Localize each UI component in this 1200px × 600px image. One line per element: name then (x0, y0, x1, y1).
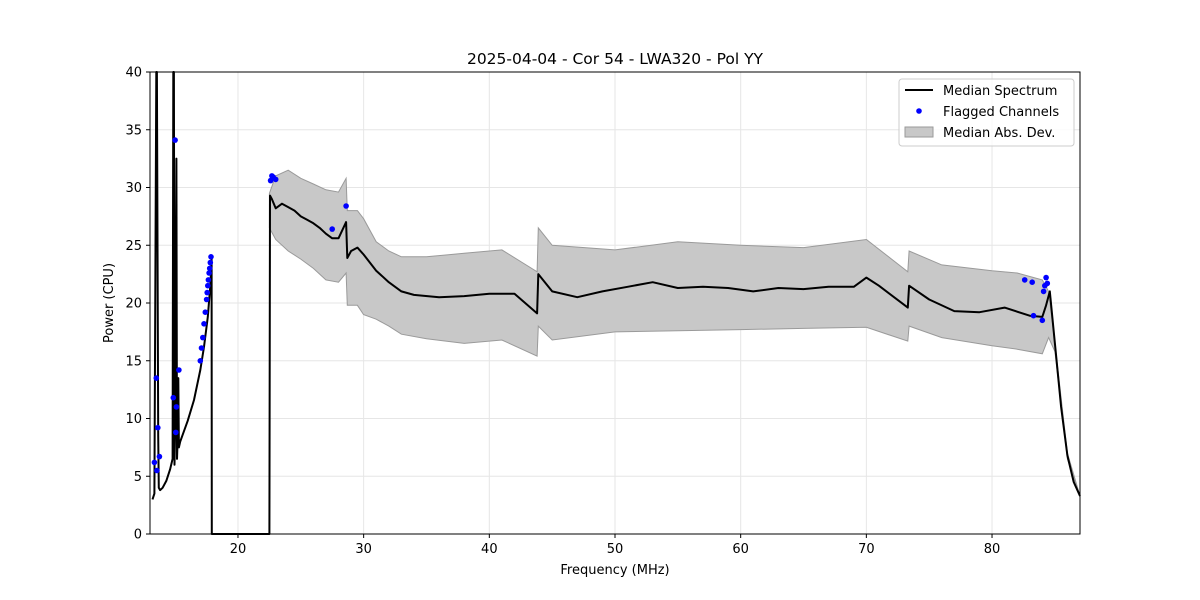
x-tick-label: 30 (355, 542, 372, 557)
flagged-point (1044, 280, 1051, 287)
flagged-point (343, 203, 349, 209)
flagged-point (172, 137, 178, 143)
y-tick-label: 0 (134, 528, 142, 543)
flagged-point (272, 176, 279, 183)
x-tick-label: 60 (732, 542, 749, 557)
median-line (151, 71, 1081, 535)
flagged-point (156, 453, 163, 460)
flagged-point (1030, 312, 1037, 319)
flagged-point (205, 282, 211, 289)
x-tick-label: 70 (858, 542, 875, 557)
legend: Median Spectrum Flagged Channels Median … (898, 78, 1075, 147)
y-tick-label: 30 (125, 181, 142, 196)
chart-title: 2025-04-04 - Cor 54 - LWA320 - Pol YY (467, 50, 764, 68)
legend-label-mad: Median Abs. Dev. (943, 126, 1055, 141)
flagged-point (173, 429, 179, 436)
flagged-point (197, 358, 204, 364)
legend-label-median: Median Spectrum (943, 84, 1057, 99)
flagged-point (205, 277, 212, 283)
flagged-point (1029, 279, 1035, 286)
flagged-point (329, 226, 336, 232)
legend-swatch-mad (904, 126, 934, 138)
flagged-point (198, 345, 205, 351)
flagged-point (203, 296, 210, 303)
flagged-point (204, 289, 210, 296)
flagged-point (151, 459, 158, 466)
flagged-point (1040, 288, 1047, 295)
legend-swatch-flagged (916, 108, 922, 114)
x-tick-label: 80 (984, 542, 1001, 557)
flagged-point (155, 424, 161, 431)
flagged-point (154, 467, 160, 474)
flagged-point (201, 321, 207, 327)
median-spectrum-line (151, 71, 1081, 535)
flagged-point (1039, 317, 1046, 324)
y-tick-label: 25 (125, 239, 142, 254)
flagged-point (207, 259, 214, 266)
axis-ticks: 20 30 40 50 60 70 80 0 5 10 15 20 25 30 35 40 (125, 66, 1000, 558)
x-tick-label: 20 (230, 542, 247, 557)
flagged-point (206, 265, 213, 272)
flagged-point (170, 394, 177, 401)
y-tick-label: 20 (125, 297, 142, 312)
y-tick-label: 35 (125, 123, 142, 138)
flagged-point (200, 334, 206, 341)
legend-box (898, 78, 1075, 147)
flagged-point (206, 270, 212, 276)
y-tick-label: 40 (125, 66, 142, 81)
y-tick-label: 10 (125, 412, 142, 427)
x-tick-label: 50 (607, 542, 624, 557)
flagged-point (208, 253, 214, 260)
y-tick-label: 15 (125, 354, 142, 369)
flagged-point (153, 375, 160, 381)
flagged-point (1043, 274, 1049, 281)
flagged-point (176, 367, 182, 373)
flagged-point (202, 309, 209, 316)
x-axis-label: Frequency (MHz) (560, 563, 669, 578)
y-tick-label: 5 (134, 470, 142, 485)
flagged-point (1021, 277, 1028, 283)
y-axis-label: Power (CPU) (102, 263, 117, 343)
x-tick-label: 40 (481, 542, 498, 557)
flagged-point (173, 404, 180, 410)
flagged-points (151, 137, 1051, 474)
legend-label-flagged: Flagged Channels (943, 105, 1059, 120)
